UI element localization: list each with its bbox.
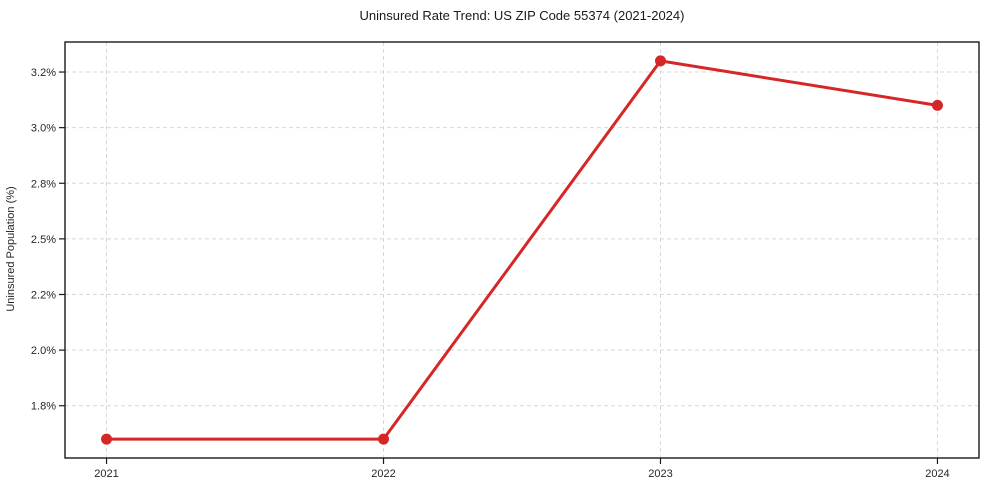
y-tick-label: 2.2% (31, 289, 56, 301)
tick-layer: 1.8% 2.0% 2.2% 2.5% 2.8% 3.0% 3.2% 2021 2022 2023… (31, 67, 950, 480)
y-axis-label: Uninsured Population (%) (5, 186, 17, 311)
x-tick-label: 2024 (925, 468, 949, 480)
chart-title: Uninsured Rate Trend: US ZIP Code 55374 … (359, 8, 685, 23)
y-tick-label: 3.2% (31, 67, 56, 79)
y-tick-label: 3.0% (31, 123, 56, 135)
y-tick-label: 2.0% (31, 345, 56, 357)
x-tick-label: 2023 (648, 468, 672, 480)
x-tick-label: 2022 (371, 468, 395, 480)
y-tick-label: 2.5% (31, 234, 56, 246)
data-point-2024 (931, 99, 943, 111)
data-point-2022 (378, 433, 390, 445)
y-tick-label: 2.8% (31, 178, 56, 190)
axis-layer (64, 41, 980, 459)
x-tick-label: 2021 (94, 468, 118, 480)
trend-line (105, 59, 939, 441)
data-point-2021 (101, 433, 113, 445)
series-layer (101, 55, 943, 445)
data-point-2023 (654, 55, 666, 67)
axes-box (64, 41, 980, 459)
y-tick-label: 1.8% (31, 401, 56, 413)
grid-layer (65, 42, 979, 458)
